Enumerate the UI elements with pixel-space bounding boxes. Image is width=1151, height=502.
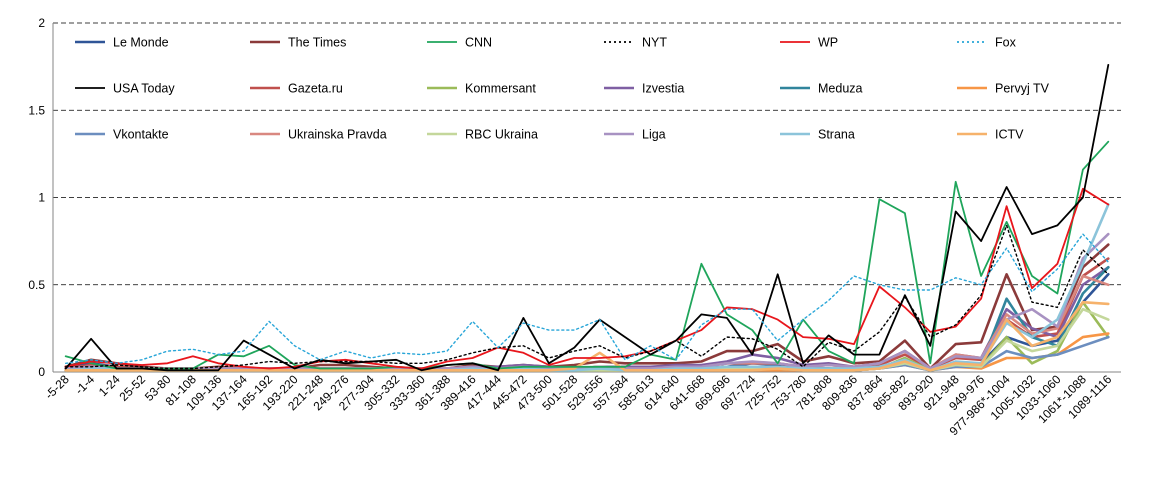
series-line-the-times <box>64 243 1110 370</box>
series-line-ictv <box>64 300 1110 372</box>
series-line-usa-today <box>64 64 1110 372</box>
series-line-fox <box>64 233 1110 364</box>
legend-label: Ukrainska Pravda <box>288 128 387 142</box>
y-tick-label: 0 <box>38 365 45 379</box>
legend: Le Monde The Times CNN NYT WP Fox USA Today Gaz… <box>75 36 1050 142</box>
legend-label: Liga <box>642 128 666 142</box>
y-tick-label: 0.5 <box>28 278 45 292</box>
legend-label: Kommersant <box>465 82 536 96</box>
series-line-wp <box>64 187 1110 370</box>
gridlines <box>53 22 1121 286</box>
y-tick-label: 2 <box>38 16 45 30</box>
y-tick-labels: 0 0.5 1 1.5 2 <box>28 16 45 379</box>
x-tick-labels: -5-28 -1-41-2425-5253-8081-108109-136137-… <box>42 372 1115 438</box>
legend-label: Pervyj TV <box>995 82 1050 96</box>
legend-label: RBC Ukraina <box>465 128 538 142</box>
series-lines <box>64 64 1110 372</box>
legend-label: Fox <box>995 36 1017 50</box>
series-line-gazeta-ru <box>64 257 1110 372</box>
legend-label: Meduza <box>818 82 863 96</box>
axes <box>52 23 1121 373</box>
y-tick-label: 1 <box>38 191 45 205</box>
legend-label: CNN <box>465 36 492 50</box>
legend-label: NYT <box>642 36 667 50</box>
y-tick-label: 1.5 <box>28 103 45 117</box>
legend-label: Izvestia <box>642 82 684 96</box>
x-tick-label: -1-4 <box>72 372 97 397</box>
series-line-cnn <box>64 140 1110 370</box>
legend-label: ICTV <box>995 128 1024 142</box>
legend-label: Le Monde <box>113 36 169 50</box>
legend-label: Gazeta.ru <box>288 82 343 96</box>
x-tick-label: -5-28 <box>42 372 72 402</box>
x-tick-label: 25-52 <box>117 372 149 404</box>
legend-label: Vkontakte <box>113 128 169 142</box>
legend-label: USA Today <box>113 82 175 96</box>
legend-label: WP <box>818 36 838 50</box>
legend-label: Strana <box>818 128 855 142</box>
legend-label: The Times <box>288 36 346 50</box>
